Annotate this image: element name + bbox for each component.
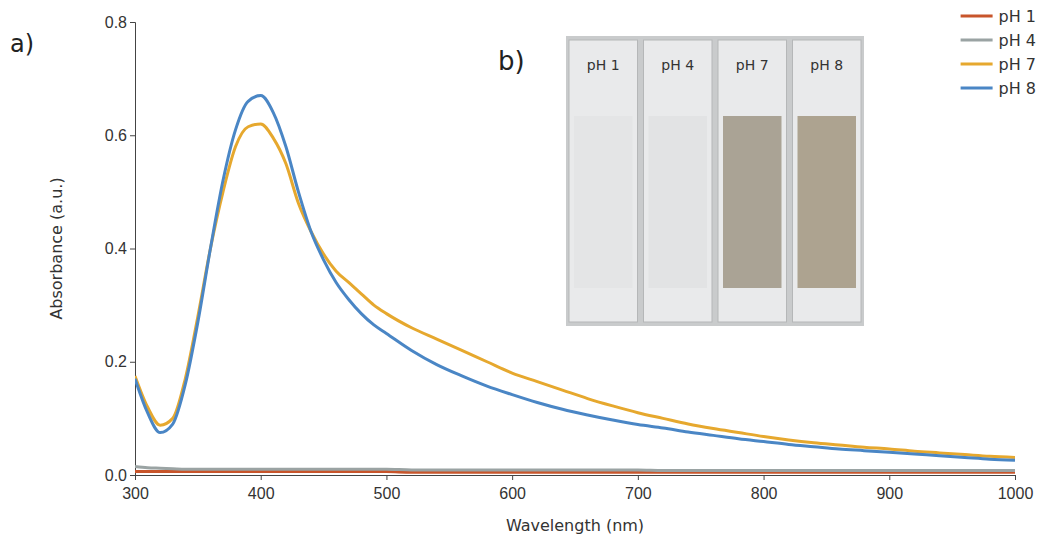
x-tick: 900 bbox=[876, 475, 903, 502]
x-axis-line bbox=[136, 476, 1016, 481]
cuvette bbox=[644, 40, 713, 322]
x-tick: 500 bbox=[374, 475, 401, 502]
legend-label: pH 4 bbox=[999, 31, 1036, 50]
cuvette-liquid bbox=[798, 116, 857, 288]
x-tick-label: 800 bbox=[751, 485, 778, 502]
legend-swatch bbox=[961, 39, 993, 42]
x-tick-label: 300 bbox=[122, 485, 149, 502]
cuvette-liquid bbox=[574, 116, 633, 288]
y-tick-label: 0.8 bbox=[105, 14, 127, 31]
cuvette-label: pH 1 bbox=[587, 57, 620, 73]
y-tick-label: 0.6 bbox=[105, 127, 127, 144]
cuvette-label: pH 8 bbox=[810, 57, 843, 73]
y-tick-mark bbox=[130, 362, 135, 363]
legend: pH 1 pH 4 pH 7 pH 8 bbox=[961, 7, 1036, 98]
x-tick-mark bbox=[764, 475, 765, 480]
y-tick-label: 0.0 bbox=[105, 467, 127, 484]
y-tick: 0.6 bbox=[105, 127, 135, 144]
y-tick: 0.2 bbox=[105, 353, 135, 370]
x-tick-mark bbox=[386, 475, 387, 480]
y-tick: 0.8 bbox=[105, 14, 135, 31]
x-tick: 700 bbox=[625, 475, 652, 502]
legend-swatch bbox=[961, 87, 993, 90]
plot: 300 400 500 600 700 800 900 1000 0.0 0.2 0.4 0.6 0.8 bbox=[105, 14, 1034, 502]
y-tick-label: 0.4 bbox=[105, 240, 127, 257]
cuvette bbox=[718, 40, 787, 322]
legend-swatch bbox=[961, 15, 993, 18]
y-axis-line bbox=[130, 23, 136, 476]
y-tick-mark bbox=[130, 22, 135, 23]
legend-swatch bbox=[961, 63, 993, 66]
cuvette-liquid bbox=[649, 116, 708, 288]
series-line bbox=[135, 467, 1015, 471]
y-tick-mark bbox=[130, 475, 135, 476]
y-tick-mark bbox=[130, 135, 135, 136]
x-tick-mark bbox=[261, 475, 262, 480]
x-tick: 400 bbox=[248, 475, 275, 502]
inset: pH 1 pH 4 pH 7 pH 8 bbox=[566, 36, 864, 326]
x-tick-mark bbox=[512, 475, 513, 480]
legend-label: pH 7 bbox=[999, 55, 1036, 74]
x-tick-label: 900 bbox=[876, 485, 903, 502]
cuvette-label: pH 4 bbox=[661, 57, 694, 73]
cuvette bbox=[793, 40, 862, 322]
panel-label: a) bbox=[10, 30, 34, 58]
x-tick: 600 bbox=[499, 475, 526, 502]
legend-label: pH 8 bbox=[999, 79, 1036, 98]
x-tick-label: 1000 bbox=[998, 485, 1034, 502]
y-tick-label: 0.2 bbox=[105, 353, 127, 370]
cuvette-liquid bbox=[723, 116, 782, 288]
cuvette bbox=[569, 40, 638, 322]
x-tick: 1000 bbox=[998, 475, 1034, 502]
x-tick-mark bbox=[638, 475, 639, 480]
y-tick-mark bbox=[130, 249, 135, 250]
legend-label: pH 1 bbox=[999, 7, 1036, 26]
series-line bbox=[135, 96, 1015, 461]
series-lines bbox=[135, 96, 1015, 473]
x-tick: 800 bbox=[751, 475, 778, 502]
y-axis-title: Absorbance (a.u.) bbox=[47, 177, 66, 319]
x-tick-mark bbox=[1015, 475, 1016, 480]
x-tick-label: 600 bbox=[499, 485, 526, 502]
y-tick: 0.4 bbox=[105, 240, 135, 257]
inset-label: b) bbox=[498, 46, 525, 76]
y-axis: 0.0 0.2 0.4 0.6 0.8 bbox=[105, 14, 136, 484]
inset-background bbox=[566, 36, 864, 326]
chart: 300 400 500 600 700 800 900 1000 0.0 0.2 0.4 0.6 0.8… bbox=[0, 0, 1047, 547]
cuvette-label: pH 7 bbox=[736, 57, 769, 73]
y-tick: 0.0 bbox=[105, 467, 135, 484]
x-tick-label: 500 bbox=[374, 485, 401, 502]
x-axis-title: Wavelength (nm) bbox=[506, 516, 644, 535]
x-tick-label: 700 bbox=[625, 485, 652, 502]
x-axis: 300 400 500 600 700 800 900 1000 bbox=[122, 475, 1033, 502]
x-tick-mark bbox=[889, 475, 890, 480]
x-tick-label: 400 bbox=[248, 485, 275, 502]
